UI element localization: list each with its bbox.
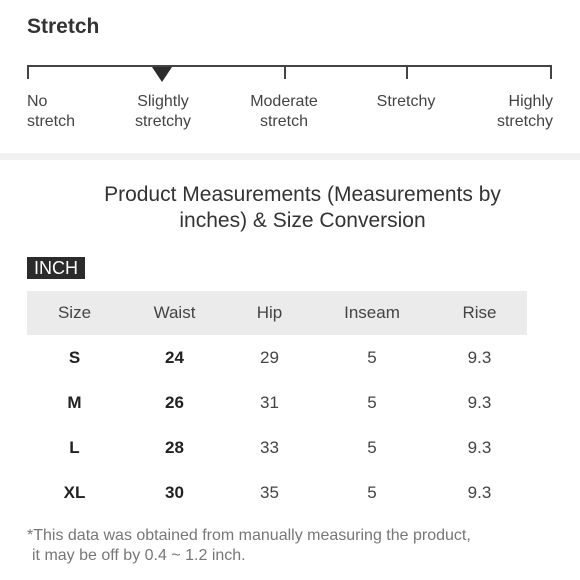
cell-size: M	[67, 392, 82, 412]
header-rise: Rise	[432, 291, 527, 335]
cell-hip: 31	[260, 392, 279, 412]
scale-label-slightly-stretchy: Slightly stretchy	[134, 93, 191, 130]
header-hip: Hip	[227, 291, 312, 335]
stretch-title: Stretch	[27, 15, 100, 38]
scale-tick	[27, 66, 29, 79]
cell-size: XL	[63, 482, 86, 502]
cell-waist: 26	[165, 392, 184, 412]
table-row: S 24 29 5 9.3	[27, 335, 527, 380]
cell-rise: 9.3	[467, 392, 492, 412]
table-row: XL 30 35 5 9.3	[27, 470, 527, 515]
stretch-panel	[0, 0, 580, 153]
header-waist: Waist	[122, 291, 227, 335]
cell-waist: 24	[165, 347, 184, 367]
size-table: Size Waist Hip Inseam Rise S 24 29 5 9.3…	[27, 291, 527, 515]
cell-hip: 35	[260, 482, 279, 502]
cell-inseam: 5	[367, 392, 377, 412]
scale-tick	[406, 66, 408, 79]
cell-hip: 29	[260, 347, 279, 367]
measurements-title: Product Measurements (Measurements by in…	[104, 183, 501, 232]
cell-waist: 28	[165, 437, 184, 457]
cell-inseam: 5	[367, 482, 377, 502]
scale-tick	[284, 66, 286, 79]
cell-inseam: 5	[367, 347, 377, 367]
scale-label-highly-stretchy: Highly stretchy	[496, 93, 553, 130]
measurements-panel	[0, 160, 580, 580]
cell-inseam: 5	[367, 437, 377, 457]
cell-hip: 33	[260, 437, 279, 457]
scale-label-moderate-stretch: Moderate stretch	[250, 93, 318, 130]
table-row: L 28 33 5 9.3	[27, 425, 527, 470]
scale-label-stretchy: Stretchy	[376, 93, 436, 110]
cell-size: S	[68, 347, 81, 367]
cell-rise: 9.3	[467, 482, 492, 502]
cell-size: L	[69, 437, 80, 457]
table-header-row: Size Waist Hip Inseam Rise	[27, 291, 527, 335]
cell-rise: 9.3	[467, 437, 492, 457]
scale-tick	[550, 66, 552, 79]
scale-label-no-stretch: No stretch	[27, 93, 76, 130]
table-row: M 26 31 5 9.3	[27, 380, 527, 425]
cell-rise: 9.3	[467, 347, 492, 367]
unit-badge: INCH	[27, 257, 85, 279]
stretch-scale-line	[27, 65, 552, 67]
cell-waist: 30	[165, 482, 184, 502]
header-inseam: Inseam	[312, 291, 432, 335]
selected-level-marker-icon	[152, 67, 172, 82]
measurement-disclaimer: *This data was obtained from manually me…	[27, 527, 471, 564]
header-size: Size	[27, 291, 122, 335]
